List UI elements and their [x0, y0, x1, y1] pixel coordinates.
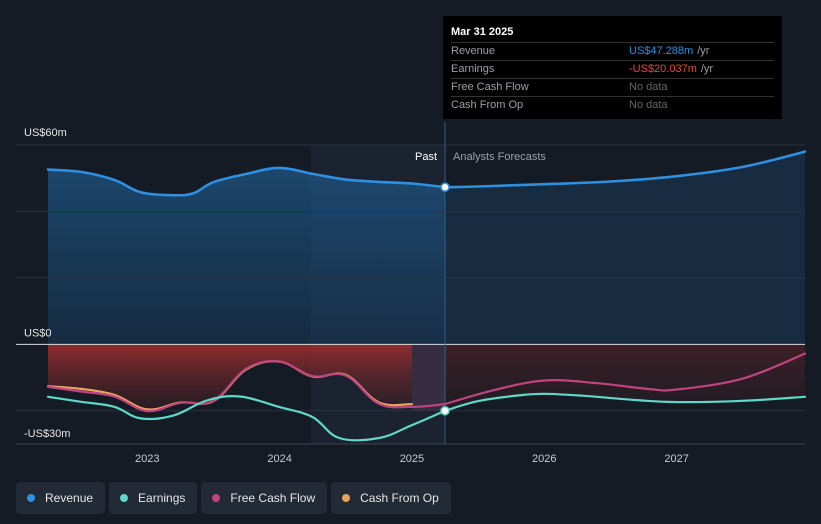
tooltip-unit: /yr [697, 45, 710, 57]
legend-dot-icon [120, 494, 129, 502]
y-tick-label: -US$30m [24, 428, 70, 440]
tooltip-row-free-cash-flow: Free Cash Flow No data [451, 78, 774, 96]
tooltip-value: No data [629, 81, 668, 93]
legend: Revenue Earnings Free Cash Flow Cash Fro… [16, 482, 455, 514]
cash-from-op-area [48, 344, 412, 410]
tooltip-label: Revenue [451, 45, 496, 57]
tooltip-label: Free Cash Flow [451, 81, 529, 93]
legend-item-cash-from-op[interactable]: Cash From Op [331, 482, 451, 514]
forecast-label: Analysts Forecasts [453, 151, 546, 163]
legend-label: Free Cash Flow [230, 491, 316, 505]
revenue-line [46, 166, 447, 197]
tooltip-label: Cash From Op [451, 99, 524, 111]
legend-item-earnings[interactable]: Earnings [109, 482, 198, 514]
revenue-area-forecast [445, 151, 805, 345]
legend-dot-icon [27, 494, 35, 502]
earnings-line [46, 395, 447, 442]
legend-item-revenue[interactable]: Revenue [16, 482, 106, 514]
y-tick-label: US$60m [24, 127, 67, 139]
tooltip-unit: /yr [700, 63, 714, 75]
free-cash-flow-line [46, 360, 447, 413]
legend-dot-icon [212, 494, 221, 502]
tooltip: Mar 31 2025 Revenue US$47.288m /yr Earni… [443, 16, 782, 119]
tooltip-date: Mar 31 2025 [451, 26, 514, 38]
y-tick-label: US$0 [24, 327, 52, 339]
x-tick-label: 2023 [135, 453, 159, 465]
tooltip-value: -US$20.037m [629, 63, 697, 75]
revenue-marker-point [440, 182, 450, 192]
earnings-marker-point [440, 405, 450, 416]
tooltip-row-revenue: Revenue US$47.288m /yr [451, 42, 774, 60]
tooltip-row-earnings: Earnings -US$20.037m /yr [451, 60, 774, 78]
free-cash-flow-forecast-line [443, 352, 807, 406]
legend-item-free-cash-flow[interactable]: Free Cash Flow [201, 482, 328, 514]
earnings-forecast-line [443, 392, 807, 412]
revenue-forecast-line [443, 150, 807, 189]
x-tick-label: 2027 [664, 453, 688, 465]
x-tick-label: 2026 [532, 453, 556, 465]
tooltip-value: US$47.288m [629, 45, 694, 57]
earnings-area-forecast [445, 344, 805, 411]
tooltip-value: No data [629, 99, 668, 111]
x-tick-label: 2024 [267, 453, 291, 465]
past-label: Past [415, 151, 437, 163]
legend-dot-icon [342, 494, 351, 502]
legend-label: Earnings [138, 491, 186, 505]
legend-label: Revenue [45, 491, 94, 505]
x-tick-label: 2025 [400, 453, 424, 465]
transition-area [411, 344, 446, 411]
tooltip-label: Earnings [451, 63, 495, 75]
revenue-area-past [48, 167, 446, 345]
legend-label: Cash From Op [360, 491, 439, 505]
tooltip-row-cash-from-op: Cash From Op No data [451, 96, 774, 114]
